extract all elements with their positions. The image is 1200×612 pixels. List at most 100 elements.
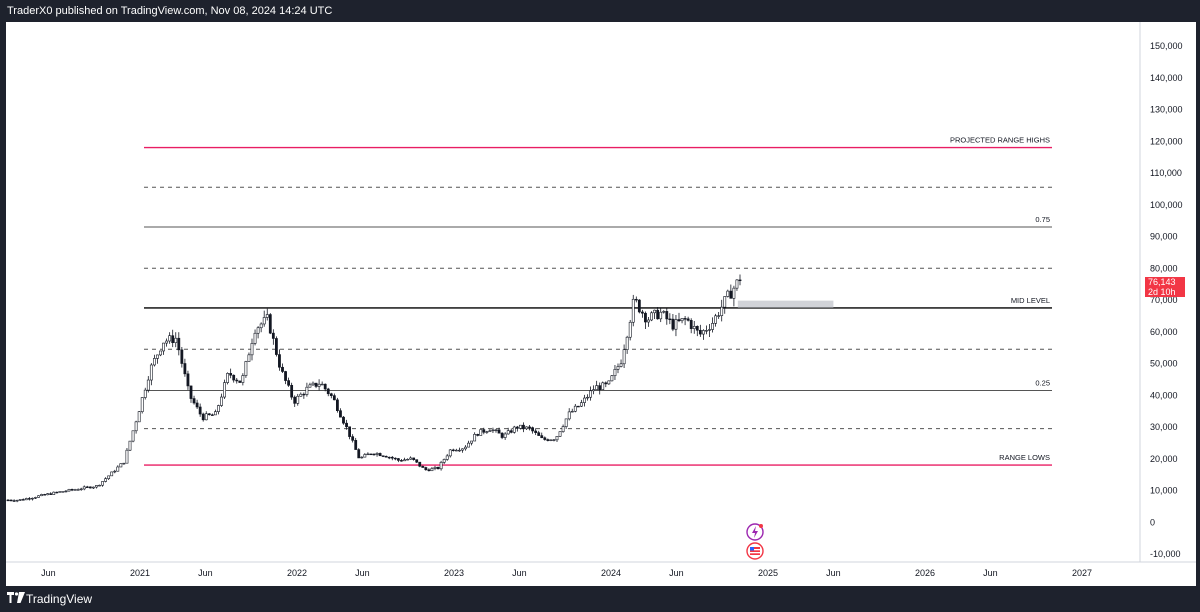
current-price-tag: 76,143 2d 10h	[1145, 277, 1185, 297]
candle-body	[58, 491, 62, 493]
level-label: PROJECTED RANGE HIGHS	[950, 136, 1050, 145]
candle-body	[339, 410, 342, 418]
candle-body	[9, 499, 13, 502]
price-axis-label: 140,000	[1150, 73, 1183, 83]
candle-body	[308, 384, 312, 388]
candle-body	[442, 459, 446, 463]
candle-body	[6, 499, 10, 502]
price-axis-label: 90,000	[1150, 232, 1178, 242]
candle-body	[104, 478, 108, 482]
candle-body	[101, 481, 104, 486]
candle-body	[528, 426, 531, 429]
tradingview-logo-icon[interactable]	[7, 592, 25, 606]
candle-body	[677, 319, 681, 322]
candle-body	[720, 306, 724, 316]
candle-body	[149, 364, 153, 381]
candle-body	[329, 393, 333, 396]
candle-body	[430, 468, 434, 472]
candle-body	[592, 389, 596, 392]
candle-body	[21, 499, 25, 501]
candle-body	[189, 385, 193, 399]
candle-body	[284, 371, 287, 381]
event-dot-icon	[759, 524, 763, 528]
candle-body	[61, 491, 65, 493]
candle-body	[262, 317, 266, 325]
candle-body	[342, 416, 345, 424]
candle-body	[192, 398, 196, 404]
candle-body	[561, 426, 565, 432]
candle-body	[360, 456, 364, 459]
us-flag-event-icon	[750, 547, 760, 555]
candle-body	[400, 460, 403, 462]
candle-body	[323, 383, 327, 390]
brand-text[interactable]: TradingView	[26, 592, 93, 606]
price-axis-label: 130,000	[1150, 105, 1183, 115]
candle-body	[195, 402, 199, 408]
candle-body	[509, 430, 513, 433]
candle-body	[293, 396, 297, 404]
price-axis-label: 10,000	[1150, 486, 1178, 496]
candle-body	[424, 467, 428, 471]
candle-body	[107, 475, 111, 479]
candle-body	[625, 336, 629, 350]
candle-body	[64, 490, 68, 493]
candle-body	[448, 449, 452, 457]
price-axis-label: 50,000	[1150, 359, 1178, 369]
candle-body	[226, 373, 230, 383]
candle-body	[549, 439, 553, 441]
price-axis-label: 60,000	[1150, 327, 1178, 337]
candle-body	[674, 319, 678, 330]
candle-body	[457, 449, 461, 452]
candle-body	[619, 363, 623, 367]
price-axis-label: 150,000	[1150, 41, 1183, 51]
candle-body	[671, 318, 675, 330]
candle-body	[396, 458, 400, 461]
candle-body	[665, 311, 669, 320]
candle-body	[711, 323, 714, 330]
candle-body	[18, 499, 22, 501]
candle-body	[156, 354, 159, 359]
candle-body	[278, 354, 281, 368]
candle-body	[631, 298, 635, 323]
candle-body	[168, 335, 172, 342]
candle-body	[76, 489, 80, 491]
candle-body	[12, 500, 16, 502]
candle-body	[717, 315, 721, 317]
lightning-event-icon	[752, 526, 758, 538]
candle-body	[244, 361, 248, 376]
candle-body	[464, 446, 467, 450]
candle-body	[583, 397, 586, 403]
candle-body	[247, 354, 251, 362]
candle-body	[540, 435, 544, 439]
candle-body	[241, 375, 245, 383]
candle-body	[143, 389, 147, 398]
candle-body	[607, 380, 611, 385]
candle-body	[656, 309, 660, 320]
time-axis-label: Jun	[355, 568, 370, 578]
candle-body	[689, 320, 693, 329]
candle-body	[37, 495, 40, 498]
candle-body	[180, 349, 184, 364]
candle-body	[299, 393, 303, 397]
price-chart[interactable]: 150,000 140,000 130,000 120,000 110,000 100,0…	[6, 22, 1196, 586]
candle-body	[647, 319, 650, 323]
candle-body	[482, 429, 486, 433]
candle-body	[628, 321, 632, 338]
candle-body	[207, 413, 211, 416]
candle-body	[491, 429, 495, 432]
candle-body	[714, 315, 718, 324]
candle-body	[601, 382, 605, 390]
candle-body	[695, 326, 699, 331]
candle-body	[470, 440, 474, 444]
time-axis-label: Jun	[669, 568, 684, 578]
chart-area[interactable]: 150,000 140,000 130,000 120,000 110,000 100,0…	[6, 22, 1196, 586]
candle-body	[204, 413, 208, 421]
candle-body	[622, 349, 626, 365]
candle-body	[555, 436, 559, 441]
candle-body	[98, 484, 101, 487]
candle-body	[134, 421, 138, 432]
time-axis-label: 2027	[1072, 568, 1092, 578]
candle-body	[726, 290, 730, 297]
time-axis-label: 2025	[758, 568, 778, 578]
candle-body	[177, 337, 181, 351]
